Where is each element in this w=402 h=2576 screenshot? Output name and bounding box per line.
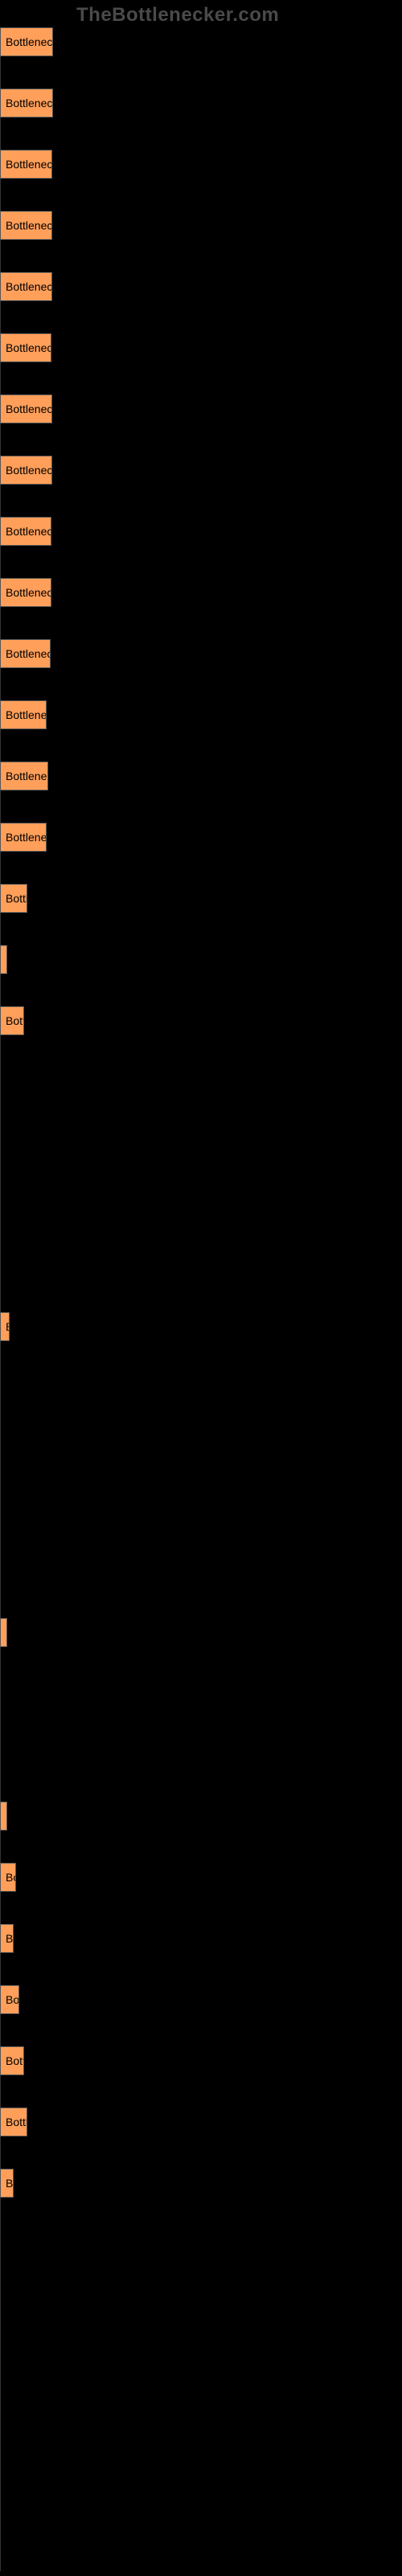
chart-bar: Bottleneck xyxy=(0,823,47,852)
bar-label: Bottleneck res xyxy=(6,402,52,415)
bar-label: Bot xyxy=(6,1871,16,1884)
chart-bar: Bo... xyxy=(0,2169,14,2198)
bar-label: Bottleneck xyxy=(6,708,47,721)
chart-bar: B xyxy=(0,1312,10,1341)
chart-bar: Bottleneck res... xyxy=(0,27,53,56)
bar-label: Bottler... xyxy=(6,892,27,905)
chart-bar: Bottleneck xyxy=(0,700,47,729)
chart-bar: Bottleneck res xyxy=(0,150,52,179)
bar-label: Bottleneck re... xyxy=(6,525,51,538)
chart-bar: Bottl... xyxy=(0,2046,24,2075)
bar-label: Bottleneck r... xyxy=(6,647,51,660)
bar-label: Bottle... xyxy=(6,2116,27,2128)
bar-label: Bottleneck xyxy=(6,770,48,782)
chart-bar: Bottleneck res xyxy=(0,211,52,240)
chart-bar: Bottleneck re... xyxy=(0,517,51,546)
chart-bar: Bott... xyxy=(0,1985,19,2014)
bar-label: Bott... xyxy=(6,1993,19,2006)
bar-label: Bottleneck res... xyxy=(6,35,53,48)
bar-label: Bottleneck re... xyxy=(6,586,51,599)
chart-bar: Bottleneck res xyxy=(0,394,52,423)
chart-bar: Bottleneck res xyxy=(0,456,52,485)
bar-label: Bottleneck res... xyxy=(6,97,53,109)
bar-label: B xyxy=(6,1810,7,1823)
bar-label: Bottleneck re... xyxy=(6,341,51,354)
bar-label: Bo... xyxy=(6,1932,14,1945)
bar-chart: Bottleneck res... Bottleneck res... Bottle… xyxy=(0,27,402,2230)
bar-label: Bottleneck res xyxy=(6,158,52,171)
bar-label: Bottleneck res xyxy=(6,219,52,232)
bar-label: Bottleneck xyxy=(6,831,47,844)
bar-label: B xyxy=(6,953,7,966)
bar-label: B xyxy=(6,1320,10,1333)
chart-bar: Bottleneck re... xyxy=(0,333,51,362)
bar-label: B xyxy=(6,1626,7,1639)
chart-bar: Bottleneck res xyxy=(0,272,52,301)
chart-bar: Bot xyxy=(0,1863,16,1892)
bar-label: Bottleneck res xyxy=(6,464,52,477)
bar-label: Bo... xyxy=(6,2177,14,2190)
chart-bar: B xyxy=(0,945,7,974)
bar-label: Bottleneck res xyxy=(6,280,52,293)
watermark-text: TheBottlenecker.com xyxy=(76,4,279,27)
chart-bar: Bottleneck res... xyxy=(0,89,53,118)
bar-label: Bottl... xyxy=(6,2054,24,2067)
chart-bar: Bottler... xyxy=(0,884,27,913)
bar-label: Bottl... xyxy=(6,1014,24,1027)
chart-bar: Bottleneck r... xyxy=(0,639,51,668)
chart-bar: Bottle... xyxy=(0,2107,27,2136)
chart-bar: Bottl... xyxy=(0,1006,24,1035)
chart-bar: Bottleneck re... xyxy=(0,578,51,607)
chart-bar: B xyxy=(0,1802,7,1831)
chart-bar: Bo... xyxy=(0,1924,14,1953)
chart-bar: B xyxy=(0,1618,7,1647)
chart-bar: Bottleneck xyxy=(0,762,48,791)
